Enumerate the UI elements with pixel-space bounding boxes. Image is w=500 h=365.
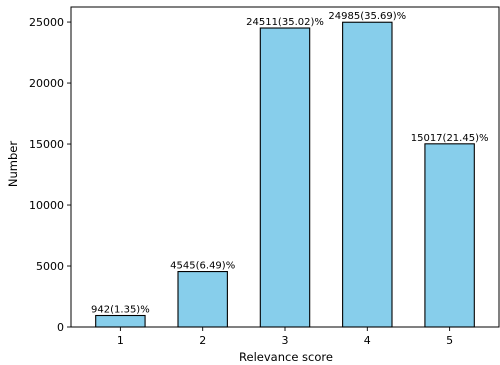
x-tick-label-5: 5 bbox=[446, 334, 453, 347]
x-tick-label-1: 1 bbox=[117, 334, 124, 347]
y-tick-label-25000: 25000 bbox=[29, 16, 64, 29]
y-axis-title: Number bbox=[6, 141, 20, 187]
x-tick-label-4: 4 bbox=[364, 334, 371, 347]
bar-1 bbox=[95, 314, 146, 328]
plot-area: 942(1.35)% 1 4545(6.49)% 2 24511(35.02)% 3 249… bbox=[29, 6, 500, 347]
bar-3 bbox=[259, 27, 311, 328]
axes-frame bbox=[70, 6, 500, 328]
x-tick-label-2: 2 bbox=[199, 334, 206, 347]
data-label-5: 15017(21.45)% bbox=[411, 133, 489, 144]
data-label-4: 24985(35.69)% bbox=[328, 11, 406, 22]
y-tick-label-10000: 10000 bbox=[29, 199, 64, 212]
y-tick-label-20000: 20000 bbox=[29, 77, 64, 90]
data-label-2: 4545(6.49)% bbox=[170, 261, 235, 272]
bar-4 bbox=[342, 21, 393, 328]
bar-5 bbox=[424, 143, 475, 328]
y-tick-label-15000: 15000 bbox=[29, 138, 64, 151]
y-tick-label-5000: 5000 bbox=[36, 260, 64, 273]
x-tick-label-3: 3 bbox=[282, 334, 289, 347]
data-label-1: 942(1.35)% bbox=[91, 305, 150, 316]
y-tick-label-0: 0 bbox=[57, 321, 64, 334]
data-label-3: 24511(35.02)% bbox=[246, 17, 324, 28]
bar-2 bbox=[177, 271, 228, 328]
x-axis-title: Relevance score bbox=[239, 350, 333, 364]
